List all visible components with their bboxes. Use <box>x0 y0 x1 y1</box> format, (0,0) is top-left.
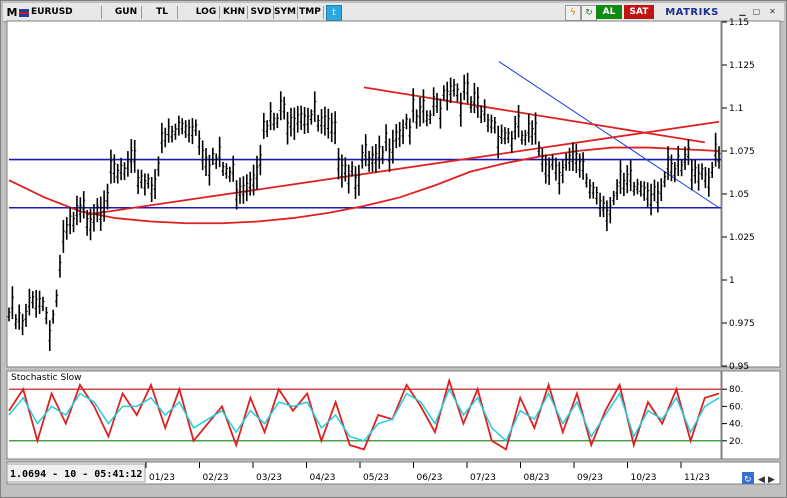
trend-line <box>363 86 705 144</box>
price-ticks: 1.15 1.125 1.1 1.075 1.05 1.025 1 0.975 0.95 <box>722 18 755 372</box>
price-tick-label: 1.125 <box>729 61 755 71</box>
price-tick-label: 1.075 <box>729 147 755 157</box>
price-layer <box>7 61 721 352</box>
x-tick-label: 04/23 <box>310 473 336 483</box>
refresh-icon[interactable]: ↻ <box>742 472 754 485</box>
price-readout: 1.0694 - 10 - 05:41:12 <box>10 469 142 480</box>
price-tick-label: 1 <box>729 276 735 286</box>
minimize-icon[interactable]: ▁ <box>739 7 746 16</box>
x-ticks: 01/23 02/23 03/23 04/23 05/23 06/23 07/23 08/23… <box>145 462 710 483</box>
twitter-icon[interactable]: t <box>326 5 342 21</box>
stochastic-tick-label: 80. <box>729 385 743 395</box>
flag-icon <box>19 5 29 19</box>
stochastic-layer <box>8 377 721 451</box>
period-button[interactable]: GUN <box>111 6 142 19</box>
maximize-icon[interactable]: ▢ <box>752 7 761 16</box>
scroll-left-icon[interactable]: ◀ <box>758 475 765 485</box>
x-tick-label: 11/23 <box>684 473 710 483</box>
x-tick-label: 05/23 <box>363 473 389 483</box>
price-tick-label: 1.15 <box>729 18 749 28</box>
price-tick-label: 0.95 <box>729 362 749 372</box>
price-axis <box>721 20 781 368</box>
x-tick-label: 10/23 <box>631 473 657 483</box>
toolbar: M EURUSD GUN TL LOG KHN SVD SYM TMP t ϟ … <box>3 3 784 22</box>
x-tick-label: 09/23 <box>577 473 603 483</box>
x-tick-label: 06/23 <box>417 473 443 483</box>
currency-button[interactable]: TL <box>147 6 178 19</box>
svg-text:◀: ◀ <box>758 475 765 485</box>
buy-button[interactable]: AL <box>596 5 622 19</box>
stochastic-panel[interactable] <box>6 370 722 460</box>
price-tick-label: 1.05 <box>729 190 749 200</box>
trend-line <box>498 61 720 209</box>
stochastic-ticks: 80. 60. 40. 20. <box>722 385 743 447</box>
sym-button[interactable]: SYM <box>273 6 298 19</box>
price-panel[interactable] <box>6 20 722 368</box>
scroll-right-icon[interactable]: ▶ <box>768 475 775 485</box>
tmp-button[interactable]: TMP <box>297 6 324 19</box>
close-icon[interactable]: ✕ <box>769 7 776 16</box>
x-tick-label: 02/23 <box>203 473 229 483</box>
price-tick-label: 0.975 <box>729 319 755 329</box>
svg-text:▶: ▶ <box>768 475 775 485</box>
khn-button[interactable]: KHN <box>221 6 248 19</box>
stochastic-tick-label: 40. <box>729 420 743 430</box>
x-tick-label: 01/23 <box>149 473 175 483</box>
x-tick-label: 03/23 <box>256 473 282 483</box>
x-tick-label: 07/23 <box>470 473 496 483</box>
stochastic-tick-label: 20. <box>729 437 743 447</box>
log-button[interactable]: LOG <box>193 6 220 19</box>
symbol-label[interactable]: EURUSD <box>31 6 102 19</box>
brand-logo: MATRIKS <box>665 7 719 18</box>
trend-line <box>86 120 720 216</box>
price-tick-label: 1.025 <box>729 233 755 243</box>
stochastic-d-line <box>8 387 720 443</box>
stochastic-title: Stochastic Slow <box>11 373 82 383</box>
svg-text:↻: ↻ <box>744 475 752 485</box>
price-tick-label: 1.1 <box>729 104 743 114</box>
sell-button[interactable]: SAT <box>624 5 654 19</box>
stochastic-axis <box>721 370 781 460</box>
stochastic-tick-label: 60. <box>729 402 743 412</box>
menu-button[interactable]: M <box>6 6 18 19</box>
x-tick-label: 08/23 <box>524 473 550 483</box>
readout-box <box>6 463 146 483</box>
moving-average-line <box>8 146 720 225</box>
lightning-icon[interactable]: ϟ <box>565 5 581 21</box>
svd-button[interactable]: SVD <box>249 6 274 19</box>
